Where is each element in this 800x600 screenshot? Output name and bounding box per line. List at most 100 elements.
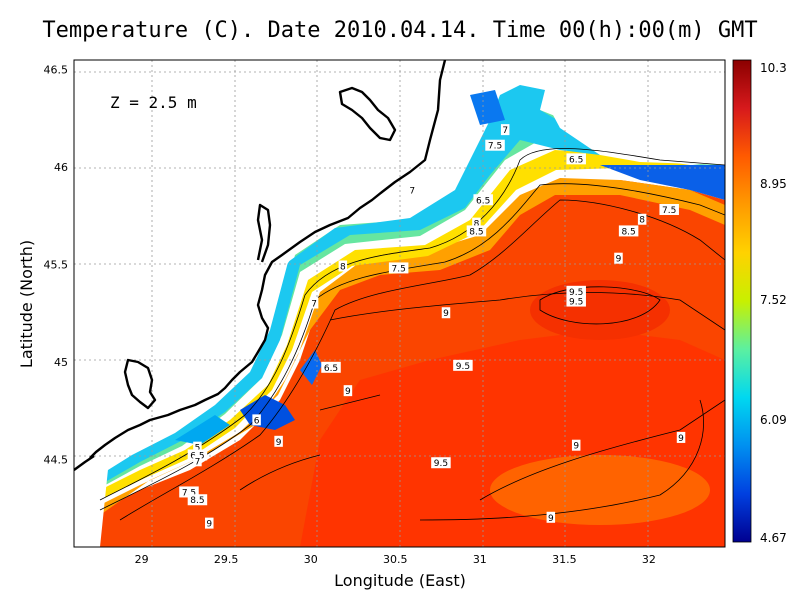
contour-label: 8 [338,260,348,272]
y-axis-ticks: 44.5 45 45.5 46 46.5 [44,64,69,467]
contour-label: 9.5 [453,359,473,372]
yellow-band [100,150,725,500]
contour-label: 9.5 [566,295,586,308]
x-tick-label: 30 [304,553,318,566]
contour-label: 8 [637,213,647,226]
contour-label: 9 [546,511,556,524]
contour-label: 6.5 [321,361,341,374]
temperature-field [100,85,725,547]
land-west [74,60,460,470]
y-axis-label: Latitude (North) [17,240,36,368]
svg-text:8.5: 8.5 [621,227,635,237]
colorbar-label: 8.95 [760,177,787,191]
gridlines [74,60,725,547]
contour-label: 7.5 [388,262,409,274]
colorbar-label: 7.52 [760,293,787,307]
contour-label: 9.5 [566,285,586,298]
contour-label: 7 [407,184,417,197]
land-mask [74,60,725,547]
contour-label: 6.5 [473,194,493,206]
svg-text:9: 9 [573,442,579,452]
contour-label: 7.5 [179,486,199,498]
x-tick-label: 29 [135,553,149,566]
svg-text:9.5: 9.5 [569,288,583,298]
contour-label: 9 [205,517,214,530]
contour-label: 7 [500,124,510,136]
svg-text:5: 5 [195,444,201,454]
eddy-core [530,280,670,340]
coastline [74,60,447,471]
contour-label: 5 [193,441,202,454]
contour-label: 9 [571,439,581,452]
svg-text:7: 7 [195,457,201,467]
plot-title: Temperature (C). Date 2010.04.14. Time 0… [42,18,758,43]
svg-text:8.5: 8.5 [190,496,204,506]
svg-text:9.5: 9.5 [456,362,470,372]
y-tick-label: 44.5 [44,453,69,466]
contour-label: 9 [274,435,283,448]
x-tick-label: 32 [642,553,656,566]
contour-lines [99,148,725,521]
contour-label: 8 [472,217,481,230]
svg-text:8: 8 [639,216,645,226]
x-axis-label: Longitude (East) [334,571,466,590]
cold-patch-north [470,90,505,125]
svg-text:9: 9 [345,387,351,397]
colorbar-labels: 10.3 8.95 7.52 6.09 4.67 [760,61,787,545]
colorbar-label: 6.09 [760,413,787,427]
svg-text:9: 9 [276,438,282,448]
x-tick-label: 29.5 [214,553,239,566]
svg-text:8: 8 [474,220,480,230]
svg-text:7.5: 7.5 [662,206,676,216]
x-tick-label: 31.5 [552,553,577,566]
colorbar-label: 10.3 [760,61,787,75]
svg-text:6.5: 6.5 [476,196,490,206]
contour-label: 9 [614,252,623,265]
y-tick-label: 46.5 [44,64,69,77]
contour-label: 8.5 [187,494,208,506]
contour-label: 7 [193,455,202,467]
plot-frame [73,59,726,548]
svg-text:9: 9 [206,520,212,530]
svg-text:9.5: 9.5 [434,459,448,469]
cold-patch-east [600,165,725,200]
svg-text:9.5: 9.5 [569,298,583,308]
y-tick-label: 45.5 [44,259,69,272]
contour-label: 9 [441,307,451,319]
contour-label: 7 [309,297,319,310]
svg-text:9: 9 [443,309,449,319]
svg-text:8.5: 8.5 [469,227,483,237]
svg-text:9: 9 [678,434,684,444]
contour-label: 9 [343,385,353,397]
contour-label: 8.5 [466,225,487,237]
contour-label: 8.5 [618,225,639,237]
svg-text:6.5: 6.5 [324,364,338,374]
x-tick-label: 30.5 [383,553,408,566]
svg-text:9: 9 [616,255,622,265]
svg-text:6.5: 6.5 [569,155,583,165]
svg-text:7.5: 7.5 [488,142,502,152]
svg-text:7: 7 [502,126,508,136]
depth-label: Z = 2.5 m [110,93,197,112]
contour-label: 9.5 [431,457,451,469]
eddy-band [490,455,710,525]
colorbar [732,59,752,543]
svg-text:6: 6 [254,416,260,426]
contour-label: 6 [252,414,261,426]
y-tick-label: 46 [54,161,68,174]
svg-text:7: 7 [311,300,317,310]
svg-text:9: 9 [548,514,554,524]
contour-label: 7.5 [485,139,505,152]
plot-area [74,60,725,547]
x-tick-label: 31 [473,553,487,566]
x-axis-ticks: 29 29.5 30 30.5 31 31.5 32 [135,553,656,566]
land-northeast [545,60,725,165]
svg-text:7: 7 [409,187,415,197]
svg-text:7.5: 7.5 [391,264,405,274]
svg-text:8: 8 [340,262,346,272]
svg-text:7.5: 7.5 [182,488,196,498]
contour-label: 7.5 [659,203,679,216]
cold-patch-west [175,415,230,445]
